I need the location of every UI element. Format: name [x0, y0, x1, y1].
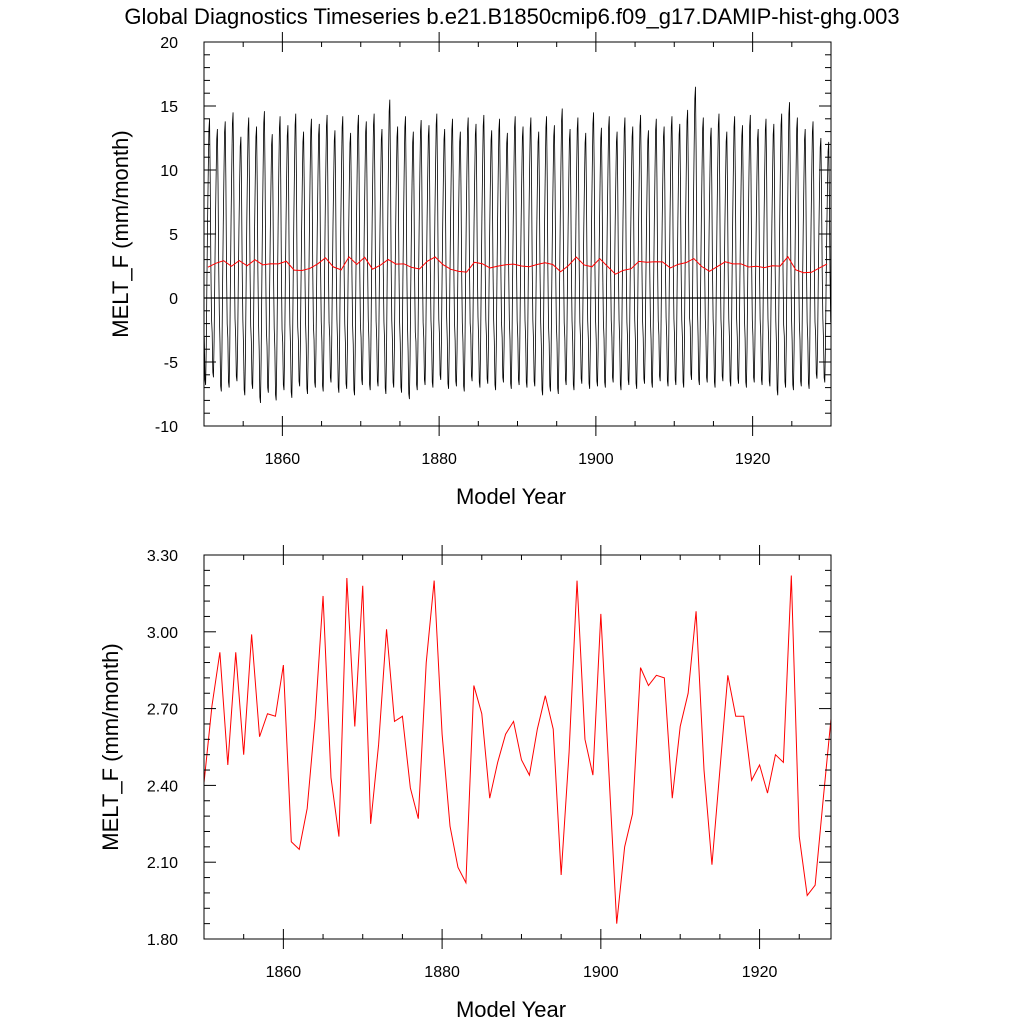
top-panel-tick-labels: 1860 1880 1900 1920 -10 -5 0 5 10 15 20	[155, 35, 771, 468]
y-tick-label: 10	[160, 163, 178, 180]
bottom-panel-tick-labels: 1860 1880 1900 1920 1.80 2.10 2.40 2.70 3.00 3.30	[147, 548, 778, 981]
annual-mean-line	[203, 575, 832, 924]
bottom-panel: 1860 1880 1900 1920 1.80 2.10 2.40 2.70 3.00 3.30…	[98, 545, 832, 1022]
x-tick-label: 1920	[742, 964, 778, 981]
bottom-panel-frame	[203, 554, 832, 940]
x-tick-label: 1880	[424, 964, 460, 981]
x-tick-label: 1920	[735, 451, 771, 468]
x-tick-label: 1860	[266, 964, 302, 981]
y-tick-label: 15	[160, 99, 178, 116]
y-tick-label: 2.40	[147, 778, 178, 795]
top-panel: 1860 1880 1900 1920 -10 -5 0 5 10 15 20 Model Year…	[108, 32, 832, 509]
bottom-panel-ticks	[203, 545, 831, 949]
y-tick-label: 2.10	[147, 855, 178, 872]
x-tick-label: 1900	[578, 451, 614, 468]
top-panel-marks	[203, 86, 832, 404]
annual-mean-line	[207, 255, 828, 275]
bottom-panel-x-axis-label: Model Year	[456, 997, 566, 1022]
y-tick-label: 1.80	[147, 932, 178, 949]
y-tick-label: 5	[169, 227, 178, 244]
figure-title: Global Diagnostics Timeseries b.e21.B185…	[124, 4, 899, 29]
y-tick-label: -5	[164, 355, 178, 372]
bottom-panel-y-axis-label: MELT_F (mm/month)	[98, 643, 123, 850]
top-panel-y-axis-label: MELT_F (mm/month)	[108, 130, 133, 337]
y-tick-label: 3.00	[147, 625, 178, 642]
x-tick-label: 1860	[265, 451, 301, 468]
monthly-series-line	[203, 86, 832, 404]
x-tick-label: 1900	[583, 964, 619, 981]
bottom-panel-marks	[203, 575, 832, 924]
y-tick-label: -10	[155, 419, 178, 436]
x-tick-label: 1880	[421, 451, 457, 468]
y-tick-label: 3.30	[147, 548, 178, 565]
y-tick-label: 20	[160, 35, 178, 52]
y-tick-label: 0	[169, 291, 178, 308]
top-panel-ticks	[203, 32, 832, 436]
y-tick-label: 2.70	[147, 702, 178, 719]
top-panel-x-axis-label: Model Year	[456, 484, 566, 509]
